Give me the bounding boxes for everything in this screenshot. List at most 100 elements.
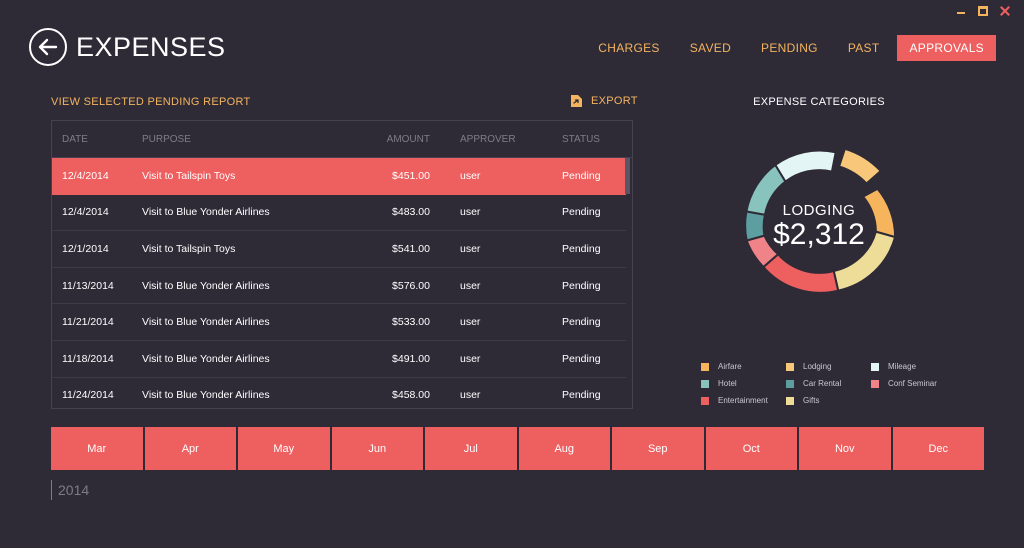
nav-past[interactable]: PAST <box>847 41 880 55</box>
cell-purpose: Visit to Blue Yonder Airlines <box>142 389 270 402</box>
year-divider <box>51 480 52 500</box>
cell-approver: user <box>460 242 481 255</box>
month-oct[interactable]: Oct <box>705 427 797 470</box>
cell-approver: user <box>460 389 481 402</box>
chart-title: EXPENSE CATEGORIES <box>753 96 885 108</box>
legend-label: Airfare <box>718 362 742 371</box>
header-purpose[interactable]: PURPOSE <box>142 133 191 145</box>
legend-swatch <box>786 379 794 388</box>
donut-segment-entertainment[interactable] <box>761 252 840 294</box>
nav-pending[interactable]: PENDING <box>761 41 818 55</box>
table-row[interactable]: 12/4/2014 Visit to Blue Yonder Airlines … <box>52 195 626 232</box>
close-icon[interactable] <box>1000 6 1010 16</box>
maximize-icon[interactable] <box>978 6 988 16</box>
legend-swatch <box>701 396 709 405</box>
legend-item-airfare[interactable]: Airfare <box>701 362 742 371</box>
cell-status: Pending <box>562 352 601 365</box>
cell-purpose: Visit to Blue Yonder Airlines <box>142 279 270 292</box>
month-aug[interactable]: Aug <box>518 427 610 470</box>
month-nov[interactable]: Nov <box>799 427 891 470</box>
legend-item-lodging[interactable]: Lodging <box>786 362 831 371</box>
header-date[interactable]: DATE <box>62 133 88 145</box>
table-row[interactable]: 12/4/2014 Visit to Tailspin Toys $451.00… <box>52 158 626 195</box>
cell-purpose: Visit to Blue Yonder Airlines <box>142 352 270 365</box>
donut-segment-lodging[interactable] <box>837 147 883 185</box>
legend-label: Lodging <box>803 362 832 371</box>
month-sep[interactable]: Sep <box>612 427 704 470</box>
month-apr[interactable]: Apr <box>144 427 236 470</box>
export-button[interactable]: EXPORT <box>570 94 638 108</box>
cell-approver: user <box>460 169 481 182</box>
donut-segment-gifts[interactable] <box>832 230 897 292</box>
month-jul[interactable]: Jul <box>425 427 517 470</box>
cell-amount: $576.00 <box>392 279 430 292</box>
export-label: EXPORT <box>591 95 638 107</box>
table-row[interactable]: 11/21/2014 Visit to Blue Yonder Airlines… <box>52 304 626 341</box>
pending-report-table: DATE PURPOSE AMOUNT APPROVER STATUS 12/4… <box>51 120 633 409</box>
legend-label: Entertainment <box>718 396 768 405</box>
cell-date: 12/1/2014 <box>62 242 109 255</box>
legend-swatch <box>871 362 879 371</box>
legend-item-mileage[interactable]: Mileage <box>871 362 916 371</box>
cell-status: Pending <box>562 206 601 219</box>
header-amount[interactable]: AMOUNT <box>386 133 430 145</box>
cell-date: 11/13/2014 <box>62 279 114 292</box>
nav-approvals[interactable]: APPROVALS <box>897 35 996 61</box>
cell-date: 11/24/2014 <box>62 389 114 402</box>
legend-item-car-rental[interactable]: Car Rental <box>786 379 841 388</box>
arrow-left-icon <box>38 38 58 56</box>
table-row[interactable]: 11/24/2014 Visit to Blue Yonder Airlines… <box>52 378 626 408</box>
legend-item-hotel[interactable]: Hotel <box>701 379 737 388</box>
cell-approver: user <box>460 279 481 292</box>
cell-approver: user <box>460 316 481 329</box>
cell-status: Pending <box>562 169 601 182</box>
legend-item-gifts[interactable]: Gifts <box>786 396 819 405</box>
back-button[interactable] <box>29 28 67 66</box>
cell-status: Pending <box>562 389 601 402</box>
month-mar[interactable]: Mar <box>51 427 143 470</box>
cell-purpose: Visit to Blue Yonder Airlines <box>142 316 270 329</box>
cell-date: 12/4/2014 <box>62 169 109 182</box>
donut-segment-conf-seminar[interactable] <box>745 234 780 269</box>
report-title: VIEW SELECTED PENDING REPORT <box>51 96 251 108</box>
legend-swatch <box>786 396 794 405</box>
year-label: 2014 <box>58 482 90 498</box>
cell-purpose: Visit to Tailspin Toys <box>142 242 236 255</box>
header-status[interactable]: STATUS <box>562 133 600 145</box>
header-approver[interactable]: APPROVER <box>460 133 516 145</box>
legend-swatch <box>871 379 879 388</box>
nav-charges[interactable]: CHARGES <box>598 41 660 55</box>
legend-item-entertainment[interactable]: Entertainment <box>701 396 768 405</box>
minimize-icon[interactable] <box>956 6 966 16</box>
expense-donut-chart <box>744 147 897 294</box>
export-icon <box>571 95 582 107</box>
table-row[interactable]: 11/13/2014 Visit to Blue Yonder Airlines… <box>52 268 626 305</box>
cell-date: 11/18/2014 <box>62 352 114 365</box>
table-row[interactable]: 12/1/2014 Visit to Tailspin Toys $541.00… <box>52 231 626 268</box>
table-row[interactable]: 11/18/2014 Visit to Blue Yonder Airlines… <box>52 341 626 378</box>
table-scrollbar[interactable] <box>625 158 630 194</box>
legend-item-conf-seminar[interactable]: Conf Seminar <box>871 379 937 388</box>
chart-center-label: LODGING <box>782 202 856 219</box>
donut-segment-car-rental[interactable] <box>744 210 767 242</box>
legend-label: Mileage <box>888 362 917 371</box>
cell-status: Pending <box>562 316 601 329</box>
legend-swatch <box>701 362 709 371</box>
legend-swatch <box>786 362 794 371</box>
chart-center-value: $2,312 <box>773 218 865 251</box>
month-dec[interactable]: Dec <box>892 427 984 470</box>
donut-segment-mileage[interactable] <box>773 149 837 184</box>
month-jun[interactable]: Jun <box>331 427 423 470</box>
legend-label: Conf Seminar <box>888 379 937 388</box>
cell-date: 11/21/2014 <box>62 316 114 329</box>
donut-segment-hotel[interactable] <box>745 163 787 216</box>
cell-amount: $541.00 <box>392 242 430 255</box>
legend-label: Gifts <box>803 396 820 405</box>
cell-date: 12/4/2014 <box>62 206 109 219</box>
donut-segment-airfare[interactable] <box>861 187 897 239</box>
main-nav: CHARGES SAVED PENDING PAST APPROVALS <box>580 35 996 61</box>
month-selector: Mar Apr May Jun Jul Aug Sep Oct Nov Dec <box>51 427 984 470</box>
cell-approver: user <box>460 352 481 365</box>
month-may[interactable]: May <box>238 427 330 470</box>
nav-saved[interactable]: SAVED <box>689 41 732 55</box>
